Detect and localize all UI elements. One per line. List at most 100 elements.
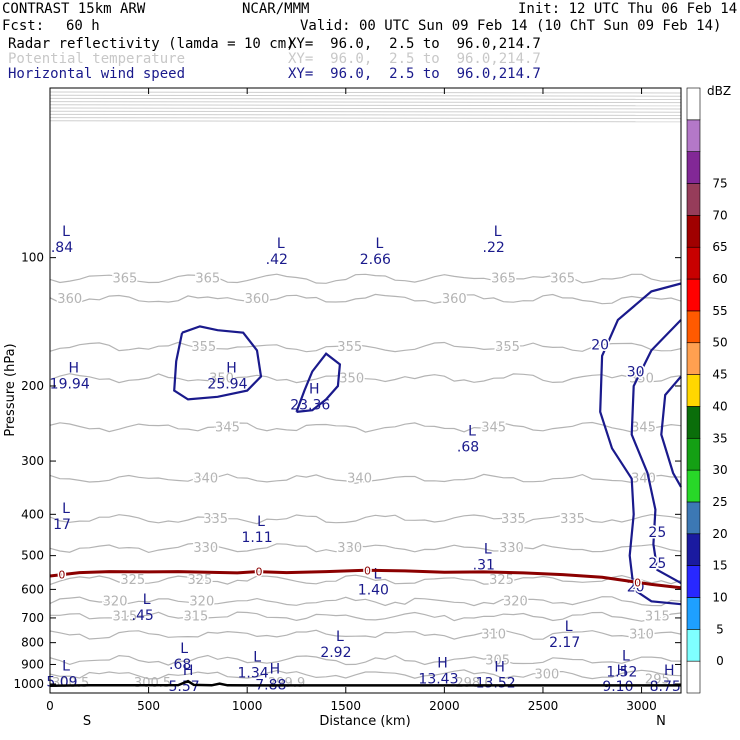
wind-jet-core-25 bbox=[173, 325, 263, 401]
colorbar-level-label: 55 bbox=[712, 304, 727, 318]
colorbar-level-label: 10 bbox=[712, 590, 727, 604]
theta-contour-label: 335 bbox=[560, 512, 585, 527]
reflectivity-contour-label: 0 bbox=[634, 576, 641, 589]
theta-contour-label: 330 bbox=[499, 541, 524, 556]
valid-time: Valid: 00 UTC Sun 09 Feb 14 (10 ChT Sun … bbox=[300, 18, 722, 34]
theta-surface-label: 300.5 bbox=[52, 676, 89, 691]
wind-contour-label: 20 bbox=[591, 338, 609, 354]
wind-extremum-value: .31 bbox=[473, 557, 495, 573]
colorbar-level-label: 45 bbox=[712, 368, 727, 382]
wind-extremum-type: L bbox=[253, 650, 261, 666]
x-tick-label: 1500 bbox=[331, 699, 362, 713]
model-title: CONTRAST 15km ARW bbox=[2, 1, 146, 17]
theta-contour-label: 355 bbox=[337, 340, 362, 355]
theta-contour-line bbox=[50, 117, 681, 120]
theta-contour-label: 345 bbox=[481, 420, 506, 435]
theta-contour-label: 320 bbox=[189, 594, 214, 609]
y-tick-label: 1000 bbox=[13, 677, 44, 691]
theta-surface-label: 298.6 bbox=[455, 676, 492, 691]
theta-surface-label: 295 bbox=[645, 672, 670, 687]
theta-contour-line bbox=[50, 110, 681, 113]
wind-extremum-type: L bbox=[373, 567, 381, 583]
colorbar-level-label: 70 bbox=[712, 208, 727, 222]
wind-extremum-type: L bbox=[180, 641, 188, 657]
theta-contour-label: 320 bbox=[103, 594, 128, 609]
theta-contour-line bbox=[50, 120, 681, 123]
wind-extremum-value: 19.94 bbox=[50, 376, 90, 392]
dbz-colorbar: 0 5 10 15 20 25 30 35 40 45 50 55 60 65 70 75 dBZ bbox=[686, 84, 731, 694]
x-end-label-north: N bbox=[656, 714, 666, 729]
wind-extremum-type: L bbox=[62, 501, 70, 517]
theta-contour-label: 345 bbox=[215, 420, 240, 435]
theta-contour-label: 310 bbox=[629, 627, 654, 642]
theta-contour-label: 340 bbox=[631, 472, 656, 487]
theta-contour-line bbox=[50, 654, 681, 666]
theta-contour-label: 350 bbox=[339, 371, 364, 386]
y-tick-label: 800 bbox=[21, 636, 44, 650]
y-tick-label: 500 bbox=[21, 549, 44, 563]
colorbar-swatch bbox=[686, 278, 701, 312]
theta-contour-label: 350 bbox=[209, 371, 234, 386]
theta-contour-line bbox=[50, 669, 681, 680]
colorbar-level-label: 20 bbox=[712, 527, 727, 541]
field-wind-name: Horizontal wind speed bbox=[8, 66, 186, 82]
colorbar-swatch bbox=[686, 660, 701, 694]
x-tick-label: 2500 bbox=[528, 699, 559, 713]
wind-extremum-value: 13.43 bbox=[418, 671, 458, 687]
plot-frame bbox=[49, 87, 682, 694]
theta-contour-line bbox=[50, 373, 681, 384]
colorbar-swatch bbox=[686, 342, 701, 375]
reflectivity-contour-line bbox=[49, 568, 682, 590]
wind-contour-25 bbox=[630, 319, 682, 585]
theta-contour-line bbox=[50, 473, 681, 484]
theta-contour-label: 360 bbox=[245, 292, 270, 307]
y-tick-label: 100 bbox=[21, 251, 44, 265]
wind-extremum-type: H bbox=[617, 663, 628, 679]
y-tick-label: 900 bbox=[21, 657, 44, 671]
theta-contour-label: 345 bbox=[631, 420, 656, 435]
wind-extremum-value: .68 bbox=[169, 657, 191, 673]
colorbar-level-label: 15 bbox=[712, 559, 727, 573]
theta-contour-line bbox=[50, 94, 681, 97]
colorbar-level-label: 0 bbox=[716, 654, 724, 668]
terrain bbox=[49, 679, 681, 688]
theta-contour-label: 325 bbox=[120, 573, 145, 588]
theta-contour-label: 365 bbox=[113, 272, 138, 287]
theta-contour-label: 310 bbox=[481, 627, 506, 642]
wind-contour-label: 30 bbox=[627, 365, 645, 381]
colorbar-swatch bbox=[686, 437, 701, 471]
wind-extremum-value: 25.94 bbox=[207, 376, 247, 392]
y-tick-label: 200 bbox=[21, 379, 44, 393]
colorbar-swatch bbox=[686, 597, 701, 630]
reflectivity-contour-label: 0 bbox=[58, 569, 65, 582]
theta-surface-label: 299.9 bbox=[268, 676, 305, 691]
wind-extremum-value: 1.52 bbox=[606, 665, 637, 681]
wind-extremum-type: L bbox=[277, 236, 285, 252]
colorbar-swatch bbox=[686, 87, 701, 121]
wind-extremum-value: .68 bbox=[457, 440, 479, 456]
wind-extremum-value: 2.92 bbox=[320, 645, 351, 661]
colorbar-swatch bbox=[686, 151, 701, 184]
y-tick-label: 300 bbox=[21, 454, 44, 468]
colorbar-level-label: 35 bbox=[712, 431, 727, 445]
theta-contour-label: 325 bbox=[489, 573, 514, 588]
wind-extremum-type: L bbox=[484, 541, 492, 557]
wind-extremum-value: 1.34 bbox=[238, 666, 269, 682]
wind-contour-20 bbox=[599, 282, 682, 606]
fcst-label: Fcst: bbox=[2, 18, 45, 34]
wind-extremum-value: 2.17 bbox=[549, 635, 580, 651]
theta-contour-line bbox=[50, 421, 681, 433]
theta-contour-label: 335 bbox=[203, 512, 228, 527]
y-tick-label: 600 bbox=[21, 582, 44, 596]
reflectivity-contour: 0 0 0 0 bbox=[49, 563, 682, 591]
theta-contour-label: 315 bbox=[113, 610, 138, 625]
wind-extremum-value: 13.52 bbox=[476, 675, 516, 691]
x-end-label-south: S bbox=[83, 714, 91, 729]
theta-contour-label: 355 bbox=[495, 340, 520, 355]
wind-extremum-value: .45 bbox=[132, 608, 154, 624]
colorbar-level-label: 65 bbox=[712, 240, 727, 254]
x-tick-label: 2000 bbox=[429, 699, 460, 713]
wind-extremum-type: H bbox=[309, 381, 320, 397]
